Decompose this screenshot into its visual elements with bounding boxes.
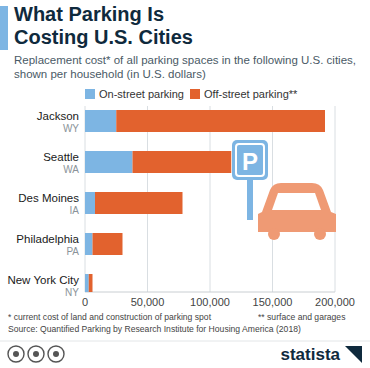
- car-wheel: [314, 228, 326, 240]
- licence-icon-dot: [53, 351, 59, 357]
- bar: [85, 151, 133, 173]
- parking-icon: P: [232, 140, 336, 240]
- bar: [89, 274, 93, 292]
- legend-label: On-street parking: [99, 88, 184, 100]
- grid-line: [210, 106, 211, 292]
- tick-label: 200,000: [315, 296, 355, 308]
- tick-label: 150,000: [253, 296, 293, 308]
- sign-post: [247, 180, 253, 220]
- bar: [133, 151, 232, 173]
- licence-icon: [28, 346, 44, 362]
- car-body: [258, 183, 336, 232]
- accent-bar: [0, 6, 8, 50]
- licence-icon-dot: [13, 351, 19, 357]
- tick-label: 100,000: [190, 296, 230, 308]
- chart-svg: On-street parking Off-street parking** 0 50…: [0, 0, 370, 368]
- bar: [85, 192, 95, 214]
- bar: [95, 192, 183, 214]
- category-label: Jackson: [37, 110, 79, 122]
- brand: statista: [280, 345, 340, 364]
- footnote: * current cost of land and construction …: [8, 312, 212, 322]
- category-label: Philadelphia: [16, 233, 79, 245]
- category-label: Des Moines: [18, 192, 79, 204]
- grid-line: [335, 106, 336, 292]
- x-axis-line: [85, 292, 335, 293]
- category-state: WA: [63, 164, 79, 175]
- car-wheel: [268, 228, 280, 240]
- footer-rule: [0, 341, 370, 342]
- sign-letter: P: [242, 148, 258, 175]
- subtitle: Replacement cost* of all parking spaces …: [14, 53, 359, 81]
- tick-label: 0: [82, 296, 88, 308]
- brand-mark: [345, 346, 362, 363]
- category-label: New York City: [7, 274, 79, 286]
- licence-icon: [8, 346, 24, 362]
- category-label: Seattle: [43, 151, 79, 163]
- legend-swatch: [190, 89, 200, 99]
- category-state: IA: [70, 205, 80, 216]
- legend-swatch: [85, 89, 95, 99]
- category-state: PA: [66, 246, 79, 257]
- title: What Parking Is Costing U.S. Cities: [14, 3, 219, 49]
- car-window: [272, 193, 321, 210]
- tick-label: 50,000: [131, 296, 165, 308]
- licence-icon: [48, 346, 64, 362]
- bar: [85, 110, 116, 132]
- legend-label: Off-street parking**: [204, 88, 298, 100]
- bar: [116, 110, 325, 132]
- footnote: ** surface and garages: [258, 312, 345, 322]
- licence-icon-dot: [33, 351, 39, 357]
- sign-border: [236, 144, 264, 176]
- category-state: WY: [63, 123, 79, 134]
- bar: [85, 233, 93, 255]
- bar: [85, 274, 89, 292]
- category-state: NY: [65, 287, 79, 298]
- bar: [93, 233, 123, 255]
- source: Source: Quantified Parking by Research I…: [8, 324, 301, 334]
- sign-board: [232, 140, 268, 180]
- bars: [85, 110, 325, 292]
